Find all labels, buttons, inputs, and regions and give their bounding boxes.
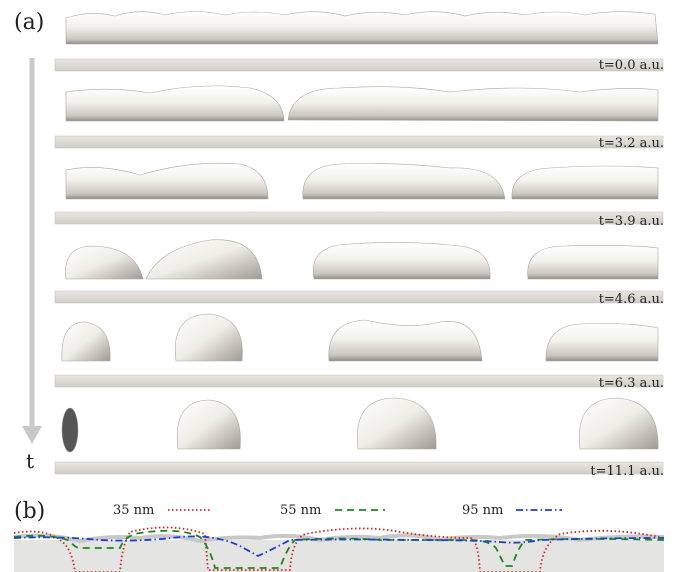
frame-t3-2: t=3.2 a.u.	[54, 85, 664, 151]
legend: 35 nm 55 nm 95 nm	[113, 503, 562, 518]
substrate	[54, 374, 664, 388]
film-segment	[511, 165, 659, 200]
film-segment	[65, 85, 285, 122]
substrate	[54, 290, 664, 304]
legend-label-95nm: 95 nm	[462, 503, 503, 518]
substrate-band	[14, 540, 664, 572]
legend-label-35nm: 35 nm	[113, 503, 154, 518]
substrate	[54, 58, 664, 72]
time-label: t=4.6 a.u.	[599, 292, 664, 307]
time-label: t=0.0 a.u.	[599, 58, 664, 73]
film-segment	[302, 163, 506, 200]
film-segment	[312, 242, 491, 280]
frame-t6-3: t=6.3 a.u.	[54, 313, 664, 391]
time-label: t=3.9 a.u.	[599, 214, 664, 229]
film-segment	[65, 162, 269, 200]
film-segment	[527, 245, 659, 280]
droplet	[61, 407, 79, 453]
film-segment	[287, 86, 659, 122]
time-label: t=6.3 a.u.	[599, 376, 664, 391]
profile-plot	[13, 526, 665, 572]
frame-t3-9: t=3.9 a.u.	[54, 162, 664, 229]
frame-t0: t=0.0 a.u.	[54, 11, 664, 73]
film-segment	[328, 319, 483, 362]
panel-b-label: (b)	[14, 499, 45, 524]
substrate	[54, 461, 664, 475]
film-segment	[545, 323, 659, 362]
droplet	[61, 321, 111, 362]
droplet	[356, 397, 437, 450]
film	[65, 11, 659, 45]
time-label: t=11.1 a.u.	[590, 464, 664, 479]
time-axis-label: t	[26, 449, 34, 473]
substrate	[54, 211, 664, 225]
time-arrow	[22, 58, 42, 444]
profile-95nm	[13, 535, 665, 558]
time-label: t=3.2 a.u.	[599, 136, 664, 151]
frame-t4-6: t=4.6 a.u.	[54, 239, 664, 307]
droplet	[176, 399, 241, 450]
film-segment	[65, 245, 144, 280]
panel-a-label: (a)	[14, 10, 44, 35]
substrate	[54, 135, 664, 149]
frame-t11-1: t=11.1 a.u.	[54, 397, 664, 479]
film-segment	[145, 239, 263, 280]
droplet	[174, 313, 243, 362]
initial-profile	[13, 533, 665, 544]
profile-55nm	[13, 529, 665, 569]
droplet	[579, 397, 659, 450]
profile-35nm	[13, 526, 665, 572]
legend-label-55nm: 55 nm	[280, 503, 321, 518]
